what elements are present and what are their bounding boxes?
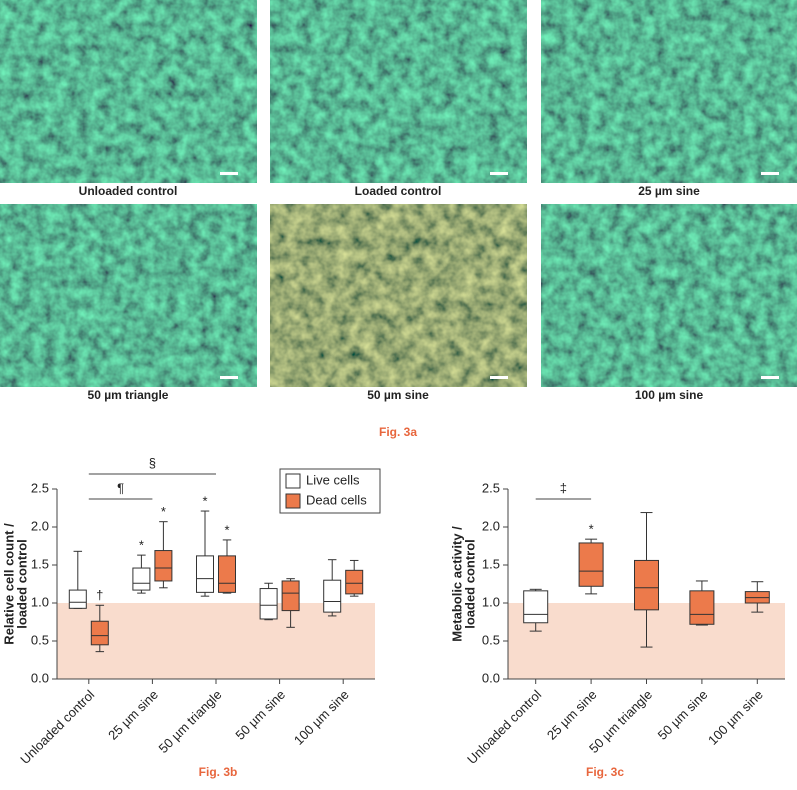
box (132, 567, 151, 591)
bracket-label: § (149, 455, 156, 470)
panel-label: Loaded control (355, 184, 442, 198)
y-tick-label: 1.5 (482, 556, 500, 571)
box (218, 555, 236, 593)
figure-caption: Fig. 3a (379, 425, 417, 439)
annotation: * (139, 538, 144, 553)
y-tick-label: 0.5 (482, 632, 500, 647)
y-tick-label: 2.0 (31, 518, 49, 533)
y-axis-label: loaded control (14, 539, 29, 629)
micrograph-texture (0, 0, 257, 183)
annotation: * (589, 522, 594, 537)
reference-band (57, 603, 375, 679)
x-tick-label: 50 µm sine (655, 687, 711, 743)
box (523, 590, 549, 624)
box (196, 555, 214, 593)
x-tick-label: Unloaded control (17, 687, 97, 767)
micrograph-texture (270, 0, 527, 183)
y-tick-label: 0.0 (31, 670, 49, 685)
box (154, 550, 173, 582)
box (689, 590, 715, 625)
scale-bar (220, 376, 238, 379)
y-tick-label: 1.0 (31, 594, 49, 609)
box (634, 559, 659, 611)
y-axis-label: Metabolic activity / (449, 526, 464, 642)
bracket-label: ‡ (560, 480, 567, 495)
bracket-label: ¶ (117, 480, 124, 495)
annotation: † (96, 588, 103, 603)
legend-label: Live cells (306, 472, 360, 487)
scale-bar (761, 172, 779, 175)
box (90, 620, 109, 646)
legend-label: Dead cells (306, 492, 367, 507)
figure-caption: Fig. 3b (199, 765, 238, 779)
x-tick-label: Unloaded control (464, 687, 544, 767)
panel-label: 25 µm sine (638, 184, 700, 198)
y-axis-label: Relative cell count / (1, 523, 16, 645)
x-tick-label: 25 µm sine (544, 687, 600, 743)
box (281, 580, 300, 612)
y-tick-label: 1.0 (482, 594, 500, 609)
x-tick-label: 100 µm sine (705, 687, 766, 748)
x-tick-label: 50 µm sine (232, 687, 288, 743)
scale-bar (490, 376, 508, 379)
y-tick-label: 0.5 (31, 632, 49, 647)
legend-swatch (285, 473, 301, 489)
y-axis-label: loaded control (462, 539, 477, 629)
scale-bar (490, 172, 508, 175)
figure-caption: Fig. 3c (586, 765, 624, 779)
y-tick-label: 1.5 (31, 556, 49, 571)
y-tick-label: 2.5 (482, 480, 500, 495)
annotation: * (202, 493, 207, 508)
box (578, 542, 604, 587)
legend-swatch (285, 493, 301, 509)
box (259, 588, 278, 620)
scale-bar (220, 172, 238, 175)
y-tick-label: 0.0 (482, 670, 500, 685)
micrograph-texture (270, 204, 527, 387)
panel-label: Unloaded control (79, 184, 178, 198)
x-tick-label: 100 µm sine (291, 687, 352, 748)
micrograph-texture (541, 204, 797, 387)
y-tick-label: 2.5 (31, 480, 49, 495)
box (323, 579, 342, 613)
x-tick-label: 50 µm triangle (156, 687, 225, 756)
annotation: * (224, 522, 229, 537)
micrograph-texture (0, 204, 257, 387)
box (68, 589, 87, 609)
panel-label: 100 µm sine (635, 388, 704, 402)
x-tick-label: 25 µm sine (105, 687, 161, 743)
box (345, 569, 364, 595)
panel-label: 50 µm sine (367, 388, 429, 402)
micrograph-texture (541, 0, 797, 183)
scale-bar (761, 376, 779, 379)
annotation: * (161, 504, 166, 519)
panel-label: 50 µm triangle (88, 388, 169, 402)
y-tick-label: 2.0 (482, 518, 500, 533)
